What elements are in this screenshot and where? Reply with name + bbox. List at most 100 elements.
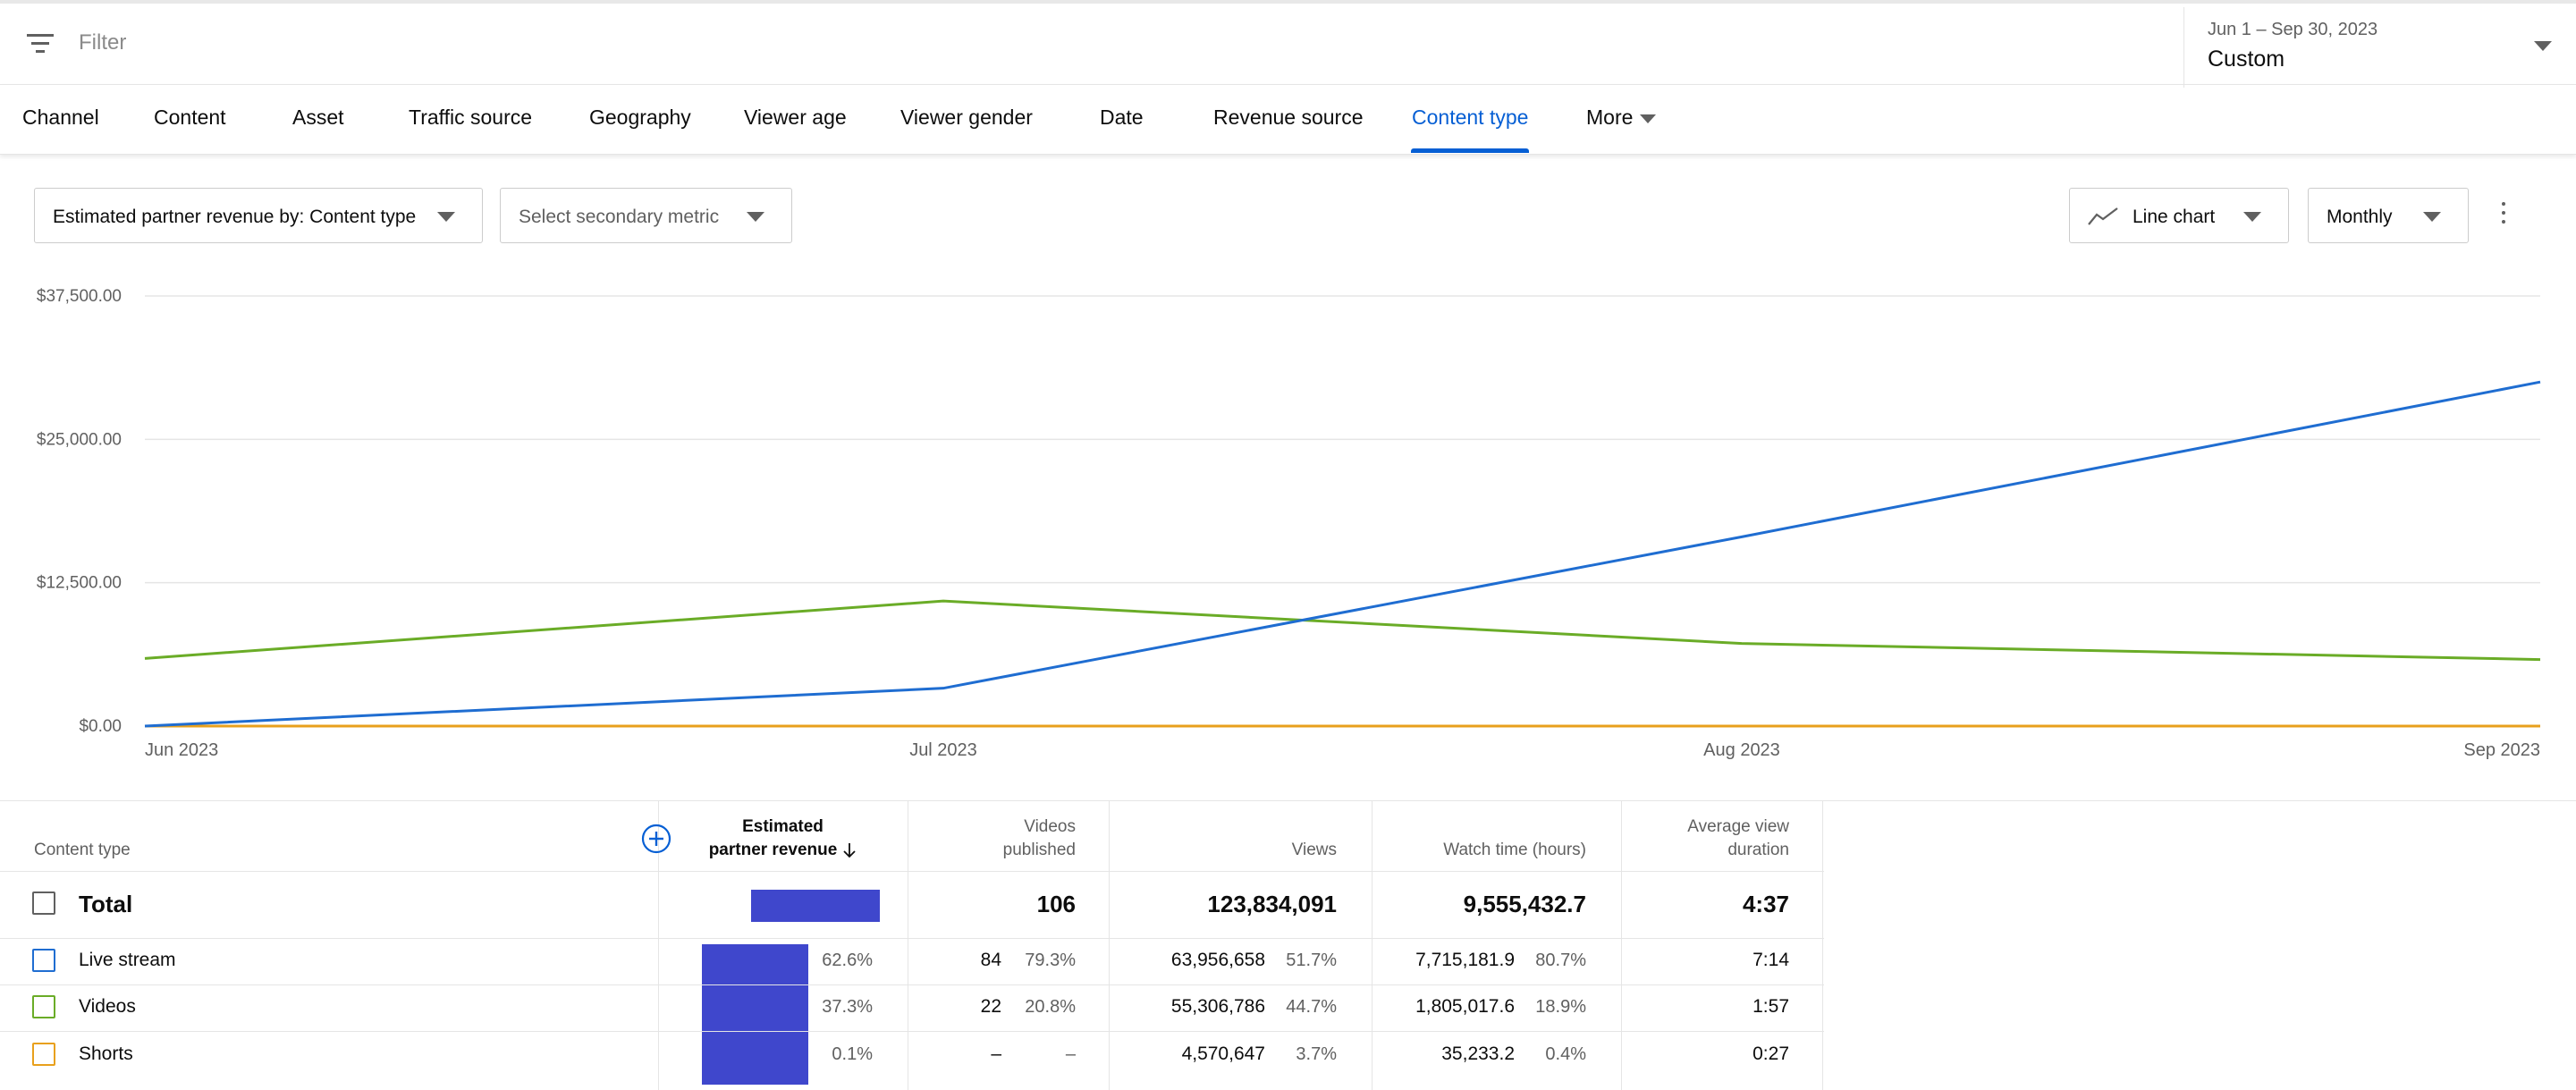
shorts-checkbox[interactable] xyxy=(32,1043,55,1066)
interval-label: Monthly xyxy=(2327,207,2393,227)
watch-pct: 0.4% xyxy=(1545,1044,1586,1064)
active-tab-indicator xyxy=(1411,148,1529,153)
add-column-icon[interactable] xyxy=(641,824,671,854)
chart-type-label: Line chart xyxy=(2133,207,2216,227)
views-value: 55,306,786 xyxy=(1170,996,1265,1017)
live-stream-checkbox[interactable] xyxy=(32,949,55,972)
header-watch-time[interactable]: Watch time (hours) xyxy=(1443,841,1586,859)
header-videos-published[interactable]: Videos published xyxy=(908,815,1076,862)
header-content-type[interactable]: Content type xyxy=(34,841,131,859)
column-divider xyxy=(658,801,659,1090)
revenue-pct: 37.3% xyxy=(822,997,873,1017)
watch-value: 35,233.2 xyxy=(1441,1044,1515,1064)
column-divider xyxy=(1109,801,1110,1090)
revenue-pct: 0.1% xyxy=(832,1044,873,1064)
tab-viewer-age[interactable]: Viewer age xyxy=(744,106,847,129)
row-divider xyxy=(0,1031,1824,1032)
chart-type-select[interactable]: Line chart xyxy=(2069,188,2289,243)
header-avd-line1: Average view xyxy=(1687,817,1789,836)
interval-select[interactable]: Monthly xyxy=(2308,188,2469,243)
row-divider xyxy=(0,938,1824,939)
views-value: 4,570,647 xyxy=(1181,1044,1265,1064)
chevron-down-icon xyxy=(1640,114,1657,123)
chevron-down-icon xyxy=(2243,212,2261,222)
y-tick-label: $37,500.00 xyxy=(37,287,122,306)
column-divider xyxy=(1822,801,1823,1090)
chevron-down-icon xyxy=(437,212,455,222)
more-options-icon[interactable] xyxy=(2500,202,2507,231)
videos-value: 84 xyxy=(980,950,1001,970)
tab-revenue-source[interactable]: Revenue source xyxy=(1213,106,1364,129)
y-tick-label: $25,000.00 xyxy=(37,430,122,449)
revenue-share-bar xyxy=(702,944,808,1085)
row-divider xyxy=(0,871,1824,872)
line-chart-icon xyxy=(2088,207,2118,225)
chevron-down-icon xyxy=(2534,41,2552,51)
row-label: Videos xyxy=(79,996,136,1017)
header-revenue-line1: Estimated xyxy=(742,817,823,836)
secondary-metric-label: Select secondary metric xyxy=(519,207,720,227)
x-tick-label: Jul 2023 xyxy=(909,740,977,760)
primary-metric-label: Estimated partner revenue by: Content ty… xyxy=(53,207,417,227)
filter-bar: Filter Jun 1 – Sep 30, 2023 Custom xyxy=(0,4,2576,88)
header-videos-line2: published xyxy=(1002,841,1076,859)
views-pct: 51.7% xyxy=(1286,951,1337,970)
chevron-down-icon xyxy=(2423,212,2441,222)
header-views[interactable]: Views xyxy=(1291,841,1337,859)
dimension-tabs: Channel Content Asset Traffic source Geo… xyxy=(0,84,2576,155)
date-range-picker[interactable]: Jun 1 – Sep 30, 2023 Custom xyxy=(2183,7,2576,88)
row-divider xyxy=(0,984,1824,985)
total-revenue-bar xyxy=(751,890,880,922)
total-label: Total xyxy=(79,891,133,917)
watch-pct: 80.7% xyxy=(1535,951,1586,970)
total-avd: 4:37 xyxy=(1742,891,1789,917)
tab-content-type[interactable]: Content type xyxy=(1412,106,1529,129)
avd-value: 0:27 xyxy=(1753,1044,1789,1064)
secondary-metric-select[interactable]: Select secondary metric xyxy=(500,188,792,243)
date-range-value: Custom xyxy=(2208,46,2285,72)
views-pct: 44.7% xyxy=(1286,997,1337,1017)
videos-pct: 79.3% xyxy=(1025,951,1076,970)
revenue-pct: 62.6% xyxy=(822,951,873,970)
top-divider xyxy=(0,0,2576,4)
date-range-text: Jun 1 – Sep 30, 2023 xyxy=(2208,20,2378,39)
y-tick-label: $12,500.00 xyxy=(37,574,122,593)
videos-value: 22 xyxy=(980,996,1001,1017)
tab-content[interactable]: Content xyxy=(154,106,226,129)
tab-more-label: More xyxy=(1586,106,1634,129)
videos-checkbox[interactable] xyxy=(32,995,55,1018)
tab-date[interactable]: Date xyxy=(1100,106,1144,129)
sort-down-icon xyxy=(843,842,856,858)
avd-value: 1:57 xyxy=(1753,996,1789,1017)
y-tick-label: $0.00 xyxy=(79,717,122,736)
tab-traffic-source[interactable]: Traffic source xyxy=(409,106,533,129)
total-watch-time: 9,555,432.7 xyxy=(1463,891,1586,917)
tab-geography[interactable]: Geography xyxy=(589,106,691,129)
revenue-line-chart: $0.00 $12,500.00 $25,000.00 $37,500.00 Jun … xyxy=(37,287,2541,760)
column-divider xyxy=(1621,801,1622,1090)
total-videos: 106 xyxy=(1036,891,1076,917)
filter-input[interactable]: Filter xyxy=(79,30,127,55)
tab-viewer-gender[interactable]: Viewer gender xyxy=(900,106,1033,129)
tab-asset[interactable]: Asset xyxy=(292,106,344,129)
header-average-view-duration[interactable]: Average view duration xyxy=(1621,815,1789,862)
avd-value: 7:14 xyxy=(1753,950,1789,970)
header-estimated-revenue[interactable]: Estimated partner revenue xyxy=(658,815,908,862)
row-label: Shorts xyxy=(79,1044,133,1064)
tab-channel[interactable]: Channel xyxy=(22,106,99,129)
row-label: Live stream xyxy=(79,950,176,970)
primary-metric-select[interactable]: Estimated partner revenue by: Content ty… xyxy=(34,188,483,243)
x-tick-label: Sep 2023 xyxy=(2463,740,2540,760)
videos-pct: 20.8% xyxy=(1025,997,1076,1017)
series-line-videos[interactable] xyxy=(144,599,2541,662)
x-tick-label: Aug 2023 xyxy=(1703,740,1780,760)
total-checkbox[interactable] xyxy=(32,891,55,915)
header-videos-line1: Videos xyxy=(1024,817,1076,836)
filter-icon[interactable] xyxy=(25,30,55,57)
watch-value: 7,715,181.9 xyxy=(1415,950,1515,970)
content-type-table: Content type Estimated partner revenue V… xyxy=(0,800,2576,1090)
tab-more[interactable]: More xyxy=(1586,106,1657,130)
series-line-live-stream[interactable] xyxy=(144,380,2541,728)
chevron-down-icon xyxy=(747,212,764,222)
videos-value: – xyxy=(991,1044,1001,1064)
